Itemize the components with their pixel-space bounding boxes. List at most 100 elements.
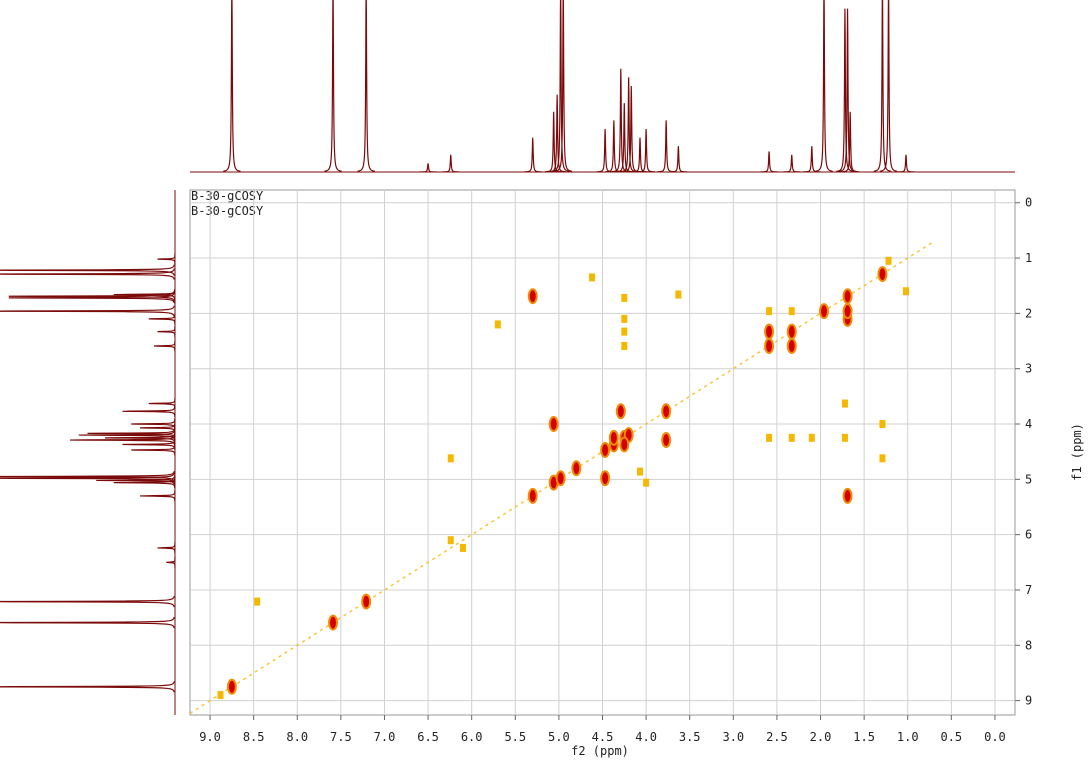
projection-peak <box>148 397 176 410</box>
projection-peak <box>113 288 176 301</box>
projection-peak <box>841 111 859 173</box>
projection-peak <box>0 470 175 483</box>
cross-peak <box>675 290 682 299</box>
cross-peak <box>788 433 795 442</box>
cross-peak <box>766 433 773 442</box>
projection-peak <box>157 253 176 265</box>
y-tick-label: 0 <box>1025 196 1032 210</box>
projection-peak <box>0 681 175 693</box>
cross-peak <box>808 433 815 442</box>
cross-peak <box>841 433 848 442</box>
y-tick-label: 4 <box>1025 417 1032 431</box>
projection-peak <box>122 405 176 417</box>
cross-peak <box>788 307 795 316</box>
projection-peak <box>139 422 176 434</box>
projection-peak <box>0 305 175 317</box>
cross-peak <box>819 303 830 320</box>
projection-peak <box>783 154 801 173</box>
cross-peak <box>637 467 643 476</box>
y-axis-label: f1 (ppm) <box>1070 423 1084 481</box>
projection-peak <box>131 418 176 430</box>
x-tick-label: 4.0 <box>635 730 657 744</box>
cross-peak <box>571 460 582 477</box>
projection-peak <box>104 432 176 444</box>
cross-peak <box>494 320 501 329</box>
projection-peak <box>157 326 176 338</box>
projection-peak <box>897 154 915 173</box>
y-tick-label: 1 <box>1025 251 1032 265</box>
x-tick-label: 2.5 <box>766 730 788 744</box>
cross-peak <box>764 338 775 355</box>
cross-peak <box>600 470 611 487</box>
projection-peak <box>596 128 614 173</box>
x-tick-label: 6.0 <box>461 730 483 744</box>
projection-peak <box>166 556 176 568</box>
cross-peak <box>361 593 372 610</box>
left-projection <box>0 253 176 693</box>
cross-peak <box>902 287 909 296</box>
y-tick-label: 2 <box>1025 306 1032 320</box>
cross-peak <box>786 323 797 340</box>
x-tick-label: 3.5 <box>679 730 701 744</box>
projection-peak <box>554 0 573 172</box>
cross-peak <box>608 429 619 446</box>
cross-peak <box>459 543 466 552</box>
cross-peak <box>621 342 628 351</box>
projection-peak <box>548 94 566 173</box>
projection-peak <box>873 0 892 172</box>
x-tick-label: 1.0 <box>897 730 919 744</box>
cross-peak <box>615 403 626 420</box>
cross-peak <box>548 416 559 433</box>
projection-peak <box>0 264 175 276</box>
top-projection <box>223 0 915 173</box>
cross-peak <box>527 487 538 504</box>
projection-peak <box>0 268 175 280</box>
projection-peak <box>157 542 176 554</box>
cross-peak <box>842 303 853 320</box>
cross-peak <box>589 273 596 282</box>
projection-peak <box>0 616 175 629</box>
x-tick-label: 6.5 <box>417 730 439 744</box>
cross-peak <box>786 338 797 355</box>
cross-peak <box>328 614 339 631</box>
projection-peak <box>8 290 175 302</box>
projection-peak <box>324 0 342 172</box>
projection-peak <box>148 313 176 325</box>
projection-peak <box>131 444 176 456</box>
y-tick-label: 5 <box>1025 472 1032 486</box>
projection-peak <box>615 103 634 173</box>
y-tick-label: 3 <box>1025 362 1032 376</box>
cross-peak <box>447 454 454 463</box>
x-tick-label: 0.5 <box>940 730 962 744</box>
cross-peak <box>217 691 224 700</box>
cross-peak <box>877 266 888 283</box>
cross-peak <box>842 288 853 305</box>
projection-peak <box>815 0 833 172</box>
projection-peak <box>357 0 375 172</box>
cross-peak <box>621 293 628 302</box>
cross-peak <box>842 487 853 504</box>
projection-peak <box>637 128 655 173</box>
y-tick-label: 9 <box>1025 694 1032 708</box>
cross-peak <box>643 478 650 487</box>
cross-peak <box>661 403 672 420</box>
projection-peak <box>879 0 898 172</box>
cross-peak <box>879 454 886 463</box>
cross-peak <box>447 536 454 545</box>
x-tick-label: 0.0 <box>984 730 1006 744</box>
x-tick-label: 8.5 <box>243 730 265 744</box>
spectrum-label: B-30-gCOSY <box>191 204 264 218</box>
x-tick-label: 9.0 <box>199 730 221 744</box>
projection-peak <box>760 151 778 173</box>
cross-peak <box>619 436 630 453</box>
projection-peak <box>96 474 176 487</box>
projection-peak <box>419 163 437 173</box>
cross-peak <box>841 399 848 408</box>
projection-peak <box>657 120 675 173</box>
projection-peak <box>669 146 688 173</box>
projection-peak <box>0 472 175 484</box>
projection-peak <box>836 8 854 173</box>
cross-peak <box>621 314 628 323</box>
cross-peak <box>766 307 773 316</box>
projection-peak <box>631 137 649 173</box>
